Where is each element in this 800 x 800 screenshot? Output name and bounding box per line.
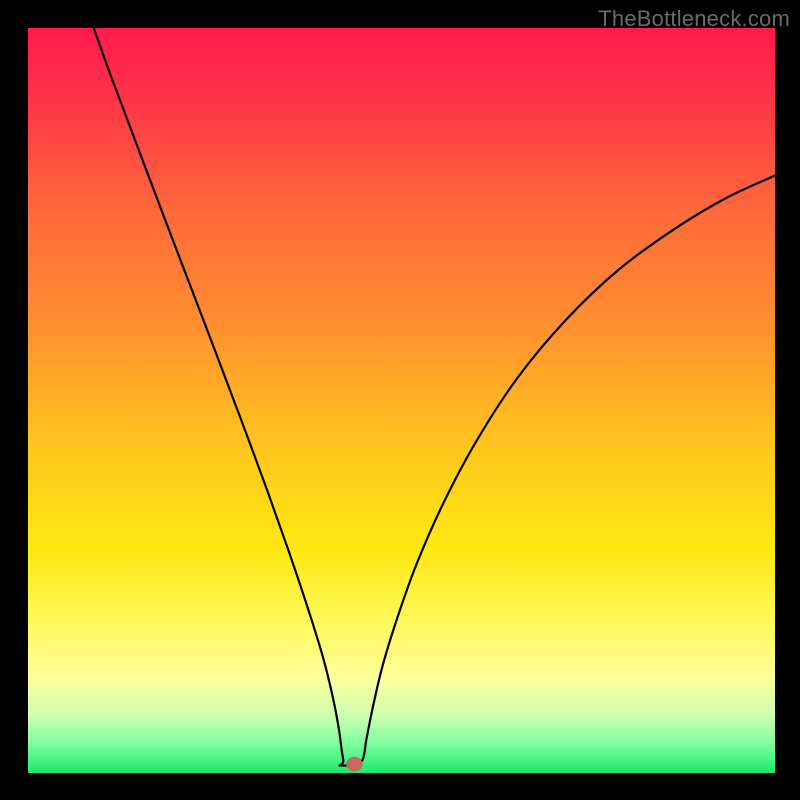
bottleneck-curve	[94, 28, 775, 766]
vertex-marker	[346, 757, 362, 771]
chart-frame: TheBottleneck.com	[0, 0, 800, 800]
plot-area	[28, 28, 775, 773]
watermark-text: TheBottleneck.com	[598, 6, 790, 32]
curve-layer	[28, 28, 775, 773]
